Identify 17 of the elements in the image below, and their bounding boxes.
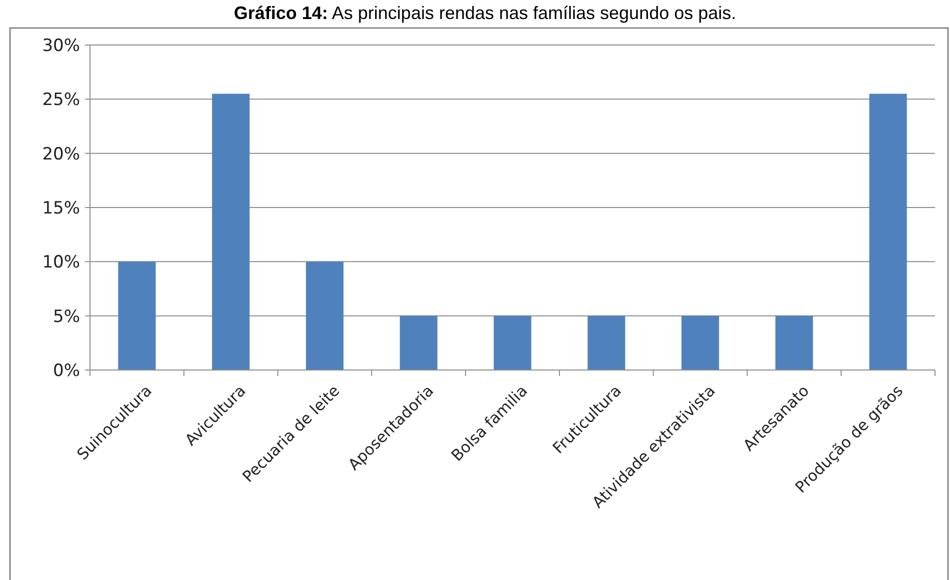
y-tick-label: 20%	[42, 144, 80, 164]
bar	[682, 316, 720, 370]
bar	[118, 262, 156, 370]
chart-title: Gráfico 14: As principais rendas nas famílias segundo os pais.	[234, 3, 736, 23]
bar	[775, 316, 813, 370]
bar	[212, 94, 250, 370]
bar	[306, 262, 344, 370]
y-tick-label: 30%	[42, 36, 80, 56]
y-tick-label: 25%	[42, 90, 80, 110]
bar	[588, 316, 626, 370]
y-tick-label: 5%	[53, 306, 80, 327]
bar	[494, 316, 532, 370]
y-tick-label: 10%	[42, 252, 80, 273]
y-tick-label: 0%	[53, 360, 80, 381]
y-tick-label: 15%	[42, 198, 80, 218]
bar	[869, 94, 907, 370]
bar	[400, 316, 438, 370]
